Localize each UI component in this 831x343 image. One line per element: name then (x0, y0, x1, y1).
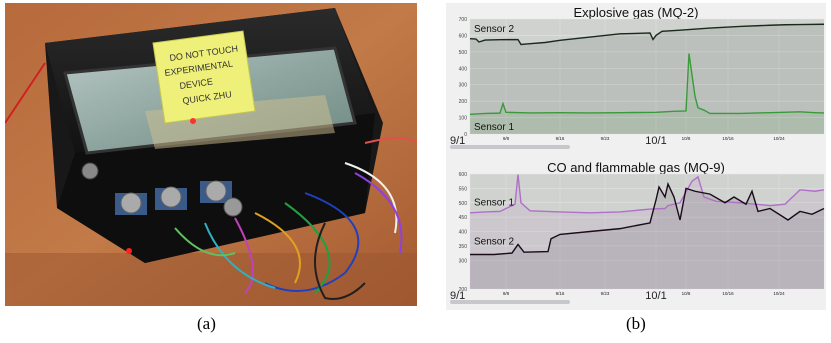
y-tick-label: 400 (459, 230, 468, 236)
series-label: Sensor 2 (474, 236, 514, 247)
series-line (470, 181, 825, 256)
device-photo: DO NOT TOUCH EXPERIMENTAL DEVICE QUICK Z… (5, 3, 417, 306)
series-line (469, 174, 825, 214)
led-icon (190, 118, 196, 124)
x-tick-label: 9/16 (556, 291, 565, 296)
series-label: Sensor 2 (474, 24, 514, 35)
y-tick-label: 450 (459, 215, 468, 221)
y-tick-label: 600 (459, 33, 468, 39)
chart-title: Explosive gas (MQ-2) (574, 5, 699, 20)
blurred-caption (450, 145, 570, 149)
x-tick-label: 10/8 (682, 136, 691, 141)
y-tick-label: 500 (459, 201, 468, 207)
blurred-caption (450, 300, 570, 304)
x-tick-label: 9/23 (601, 291, 610, 296)
chart-mq9: CO and flammable gas (MQ-9) 200 300 350 400… (450, 160, 825, 304)
series-label: Sensor 1 (474, 198, 514, 209)
led-icon (126, 248, 132, 254)
x-tick-label: 10/24 (773, 136, 785, 141)
chart-title: CO and flammable gas (MQ-9) (547, 160, 725, 175)
x-tick-label-major: 10/1 (645, 290, 666, 302)
series-line (469, 23, 825, 46)
series-line (469, 53, 825, 115)
x-tick-label: 10/16 (722, 136, 734, 141)
x-tick-label: 9/23 (601, 136, 610, 141)
sticky-note: DO NOT TOUCH EXPERIMENTAL DEVICE QUICK Z… (152, 30, 256, 124)
caption-a: (a) (197, 314, 216, 333)
note-line: DEVICE (179, 76, 214, 91)
y-tick-label: 200 (459, 287, 468, 293)
caption-b: (b) (626, 314, 646, 333)
chart-mq2: Explosive gas (MQ-2) 0 100 200 300 400 500 600… (450, 5, 825, 149)
x-tick-label: 10/16 (722, 291, 734, 296)
chart-panel: Explosive gas (MQ-2) 0 100 200 300 400 500 600… (446, 3, 826, 310)
y-tick-label: 0 (464, 132, 467, 138)
x-tick-label: 9/16 (556, 136, 565, 141)
x-tick-label: 10/8 (682, 291, 691, 296)
y-tick-label: 350 (459, 244, 468, 250)
x-tick-label-major: 9/1 (450, 290, 465, 302)
sensor-modules (81, 162, 243, 217)
x-tick-label: 10/24 (773, 291, 785, 296)
series-area (470, 24, 824, 135)
y-tick-label: 400 (459, 66, 468, 72)
y-tick-label: 100 (459, 116, 468, 122)
y-tick-label: 200 (459, 99, 468, 105)
x-tick-label: 9/8 (503, 136, 510, 141)
x-tick-label-major: 9/1 (450, 135, 465, 147)
y-tick-label: 500 (459, 50, 468, 56)
y-tick-label: 550 (459, 186, 468, 192)
y-tick-label: 600 (459, 172, 468, 178)
plot-area (470, 19, 824, 134)
x-tick-label-major: 10/1 (645, 135, 666, 147)
y-tick-label: 300 (459, 83, 468, 89)
series-area (470, 184, 824, 289)
x-tick-label: 9/8 (503, 291, 510, 296)
series-label: Sensor 1 (474, 122, 514, 133)
y-tick-label: 300 (459, 258, 468, 264)
wires (5, 62, 417, 300)
y-tick-label: 700 (459, 17, 468, 23)
